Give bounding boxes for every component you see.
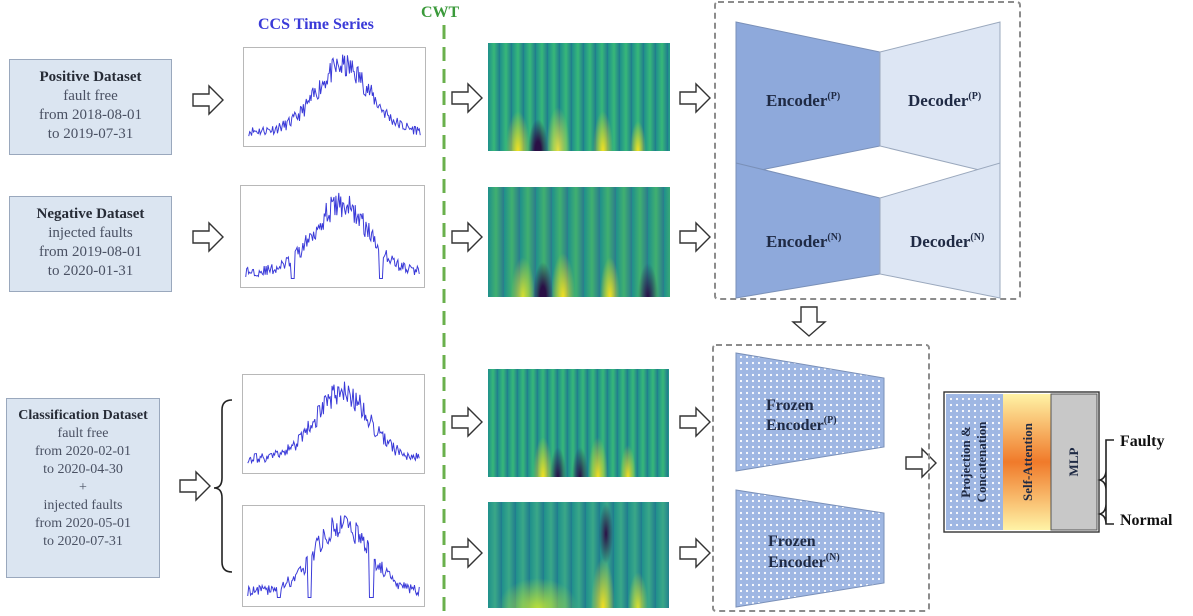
negative-dataset-line: from 2019-08-01 (39, 244, 142, 260)
arrow-icon (679, 82, 711, 114)
decoder-n-sup: (N) (970, 232, 984, 243)
arrow-icon (451, 406, 483, 438)
positive-dataset-box: Positive Dataset fault free from 2018-08… (9, 59, 172, 155)
frozen-encoder-p-text: Encoder (766, 417, 824, 434)
positive-dataset-line: from 2018-08-01 (39, 107, 142, 123)
classification-dataset-line: to 2020-07-31 (43, 534, 123, 549)
encoder-n-label: Encoder(N) (766, 232, 841, 251)
decoder-n-text: Decoder (910, 232, 971, 251)
output-faulty-label: Faulty (1120, 433, 1164, 450)
encoder-p-sup: (P) (827, 91, 840, 102)
self-attention-label: Self-Attention (1020, 422, 1035, 501)
arrow-icon (451, 537, 483, 569)
arrow-icon (192, 84, 224, 116)
classification-dataset-line: + (79, 480, 87, 495)
mlp-block (1050, 393, 1098, 531)
encoder-n-sup: (N) (827, 232, 841, 243)
output-normal-label: Normal (1120, 512, 1173, 529)
concatenation-label: Concatenation (974, 421, 989, 503)
projection-label: Projection & (958, 426, 973, 498)
encoder-p-label: Encoder(P) (766, 91, 840, 110)
frozen-encoder-n-line2: Encoder(N) (768, 552, 840, 571)
frozen-encoder-frame (712, 344, 930, 612)
decoder-p-sup: (P) (968, 91, 981, 102)
cwt-scalogram-classification-b (488, 502, 669, 608)
time-series-plot-positive (243, 47, 426, 147)
classification-dataset-line: fault free (57, 426, 109, 441)
classification-dataset-title: Classification Dataset (18, 408, 148, 423)
arrow-icon (451, 221, 483, 253)
classifier-head-frame (943, 391, 1100, 533)
cwt-scalogram-positive (488, 43, 670, 151)
frozen-encoder-n-text: Encoder (768, 554, 826, 571)
frozen-encoder-p-line2: Encoder(P) (766, 415, 837, 434)
positive-dataset-line: fault free (63, 88, 118, 104)
positive-dataset-line: to 2019-07-31 (47, 126, 134, 142)
output-brace-icon (1097, 439, 1114, 525)
encoder-n-text: Encoder (766, 232, 828, 251)
classification-dataset-line: injected faults (43, 498, 123, 513)
negative-dataset-line: injected faults (48, 225, 133, 241)
frozen-encoder-p-sup: (P) (824, 415, 837, 426)
brace-icon (213, 399, 233, 573)
encoder-n-shape (735, 162, 881, 299)
classification-dataset-line: from 2020-05-01 (34, 516, 132, 531)
decoder-p-label: Decoder(P) (908, 91, 981, 110)
decoder-n-label: Decoder(N) (910, 232, 984, 251)
time-series-plot-classification-a (242, 374, 425, 474)
self-attention-block (1003, 394, 1051, 530)
time-series-header: CCS Time Series (258, 16, 374, 33)
frozen-encoder-n-shape (735, 489, 885, 608)
time-series-plot-negative (240, 185, 425, 288)
classification-dataset-line: from 2020-02-01 (34, 444, 132, 459)
arrow-icon (179, 470, 211, 502)
frozen-encoder-n-sup: (N) (826, 552, 840, 563)
arrow-icon (679, 221, 711, 253)
cwt-header: CWT (421, 4, 460, 21)
arrow-icon (679, 537, 711, 569)
arrow-icon (679, 406, 711, 438)
cwt-scalogram-classification-a (488, 369, 669, 477)
arrow-icon (192, 221, 224, 253)
negative-dataset-box: Negative Dataset injected faults from 20… (9, 196, 172, 292)
projection-block (946, 394, 1003, 530)
arrow-down-icon (791, 306, 827, 337)
positive-dataset-title: Positive Dataset (39, 69, 142, 85)
time-series-plot-classification-b (242, 505, 425, 607)
classification-dataset-line: to 2020-04-30 (43, 462, 123, 477)
encoder-p-text: Encoder (766, 91, 828, 110)
frozen-encoder-p-shape (735, 352, 885, 472)
arrow-icon (905, 447, 937, 479)
decoder-n-shape (879, 162, 1001, 299)
frozen-encoder-p-line1: Frozen (766, 397, 814, 414)
frozen-encoder-n-line1: Frozen (768, 533, 816, 550)
negative-dataset-line: to 2020-01-31 (47, 263, 134, 279)
classification-dataset-box: Classification Dataset fault free from 2… (6, 398, 160, 578)
negative-dataset-title: Negative Dataset (36, 206, 145, 222)
decoder-p-text: Decoder (908, 91, 969, 110)
cwt-scalogram-negative (488, 187, 670, 297)
mlp-label: MLP (1066, 448, 1081, 477)
arrow-icon (451, 82, 483, 114)
